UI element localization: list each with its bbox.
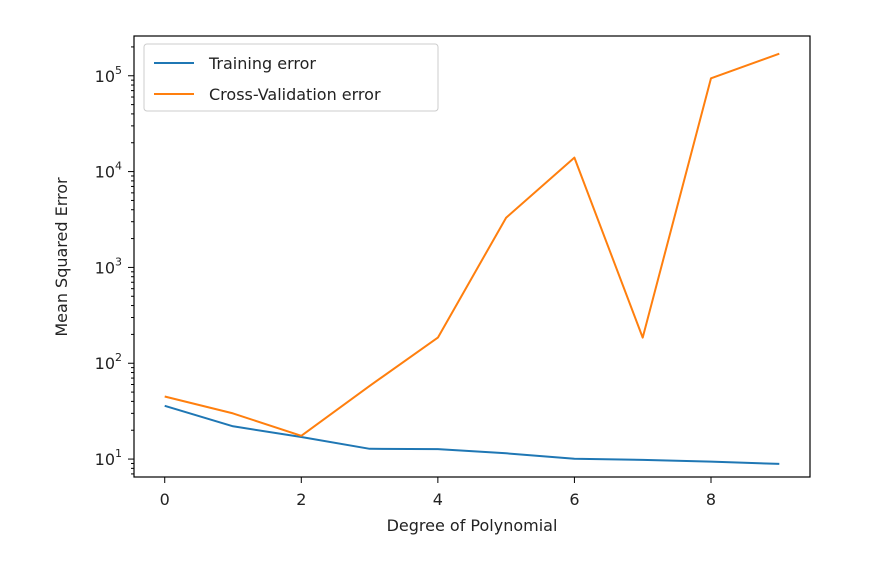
legend-label-training-error: Training error	[208, 54, 316, 73]
x-tick-label: 4	[433, 490, 443, 509]
x-axis-ticks: 0 2 4 6 8	[160, 477, 716, 509]
legend-label-cross-validation-error: Cross-Validation error	[209, 85, 381, 104]
y-tick-label: 102	[95, 351, 122, 373]
y-tick-label: 104	[95, 160, 122, 182]
y-tick-label: 103	[95, 255, 122, 277]
y-axis-label: Mean Squared Error	[52, 177, 71, 337]
plot-area-frame	[133, 35, 811, 478]
x-tick-label: 0	[160, 490, 170, 509]
series-lines	[164, 52, 780, 465]
y-tick-label: 105	[95, 64, 122, 86]
series-line-cross-validation-error	[164, 52, 780, 437]
y-axis-ticks: 101 102 103 104 105	[95, 46, 134, 475]
series-line-training-error	[164, 404, 780, 465]
x-tick-label: 6	[569, 490, 579, 509]
legend-box	[143, 43, 439, 112]
y-tick-label: 101	[95, 447, 122, 469]
x-axis-label: Degree of Polynomial	[387, 516, 558, 535]
legend: Training error Cross-Validation error	[143, 43, 439, 112]
x-tick-label: 2	[296, 490, 306, 509]
x-tick-label: 8	[706, 490, 716, 509]
